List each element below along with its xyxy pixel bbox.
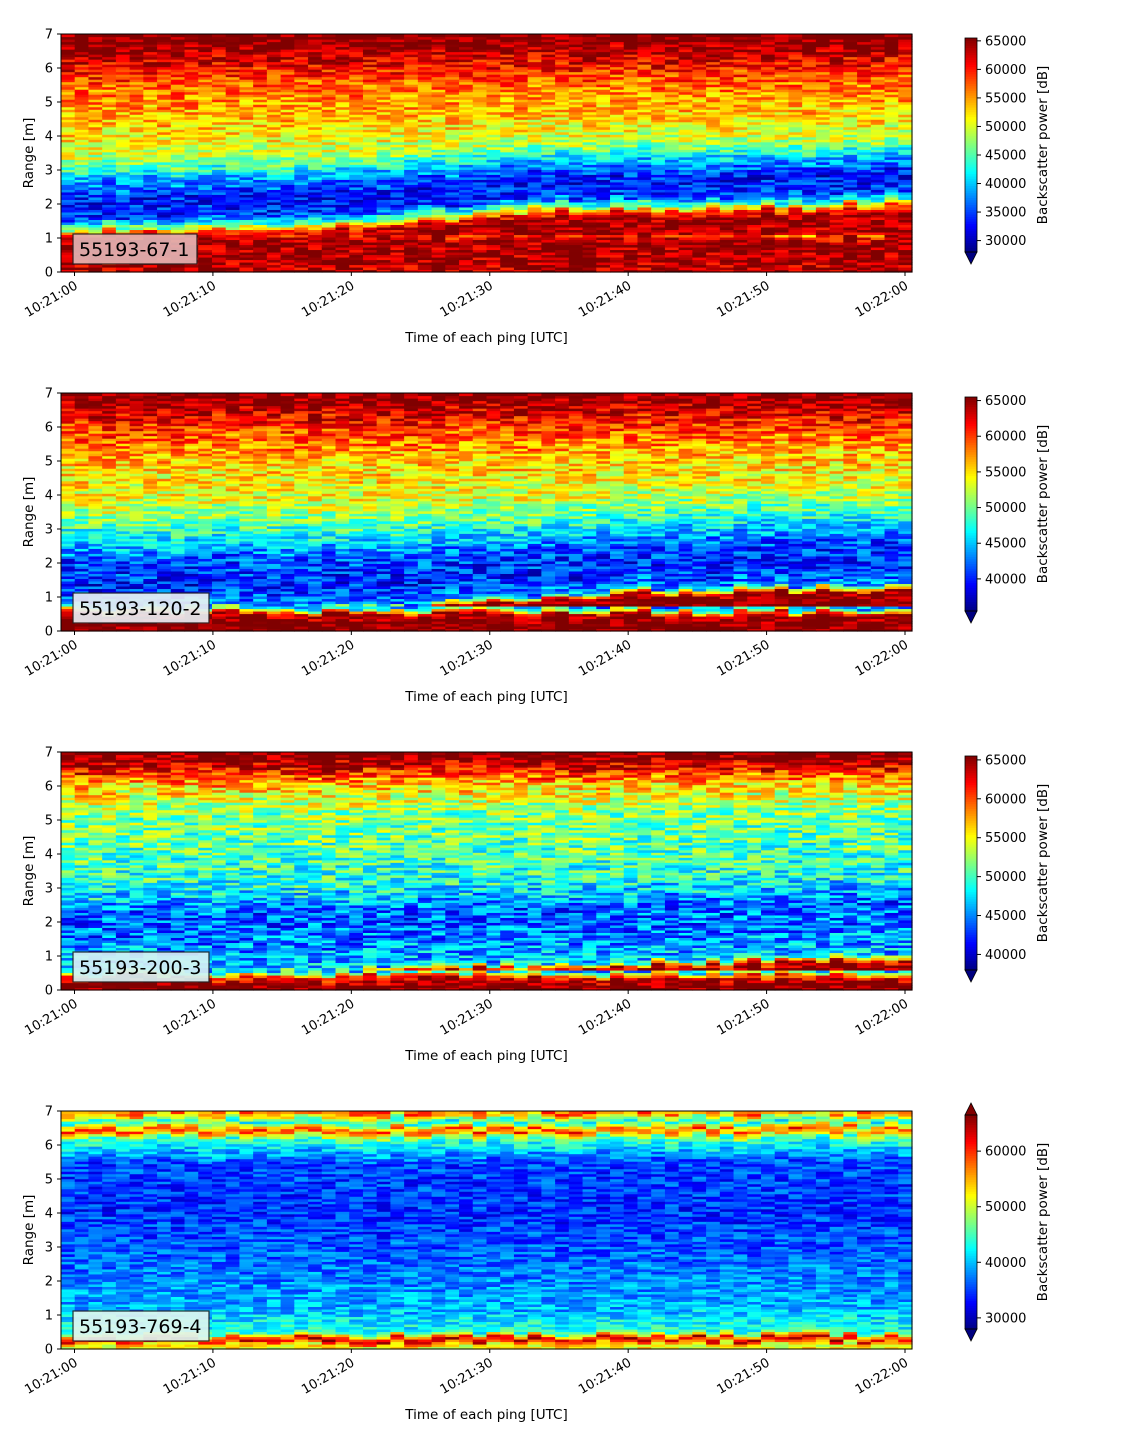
panel-1: 0123456710:21:00 10:21:10 10:21:20 10:21:30… bbox=[21, 28, 1051, 347]
